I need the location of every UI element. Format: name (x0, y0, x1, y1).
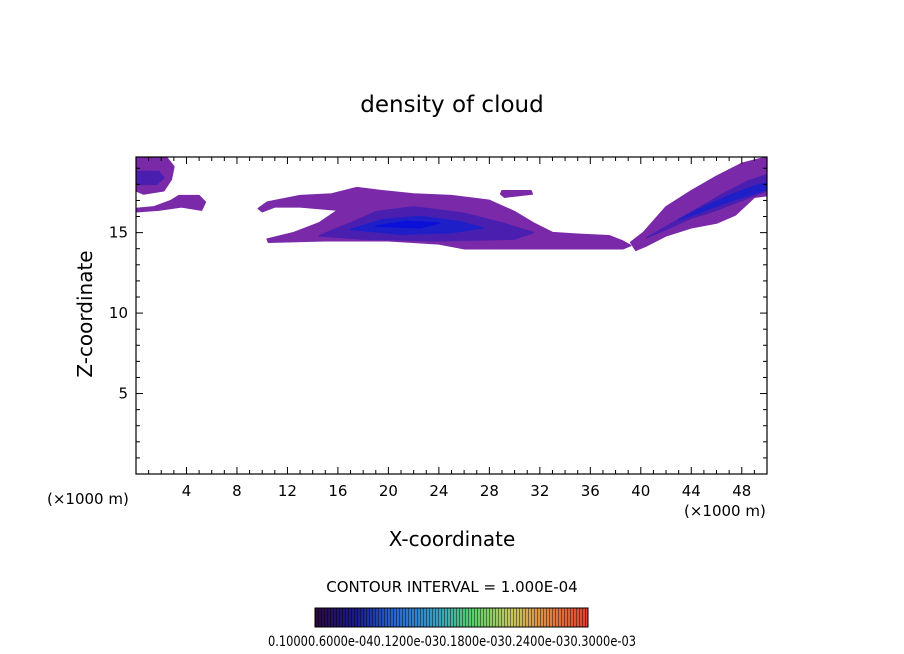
x-unit-left: (×1000 m) (47, 490, 129, 508)
x-tick-label: 48 (732, 482, 751, 500)
chart-title: density of cloud (360, 92, 543, 118)
colorbar-labels: 0.10000.6000e-040.1200e-030.1800e-030.24… (268, 634, 636, 650)
x-axis-label: X-coordinate (389, 527, 516, 551)
x-tick-label: 4 (182, 482, 192, 500)
x-tick-label: 28 (480, 482, 499, 500)
cloud-blob-small (499, 190, 534, 198)
y-tick-label: 5 (118, 385, 128, 403)
x-tick-label: 8 (232, 482, 242, 500)
cloud-anvil-core-dark (375, 220, 440, 229)
x-tick-label: 12 (278, 482, 297, 500)
y-tick-label: 10 (109, 304, 128, 322)
x-tick-label: 24 (429, 482, 448, 500)
x-tick-label: 40 (631, 482, 650, 500)
x-tick-label: 16 (328, 482, 347, 500)
x-tick-label: 20 (379, 482, 398, 500)
cloud-cell-top-left-core (136, 170, 165, 186)
y-axis-label: Z-coordinate (73, 250, 97, 377)
y-axis: 5 10 15 (109, 167, 767, 459)
colorbar (314, 607, 589, 628)
cloud-tail-left (136, 194, 207, 213)
cloud-right-core (677, 181, 767, 221)
x-tick-label: 36 (581, 482, 600, 500)
x-tick-label: 32 (530, 482, 549, 500)
x-axis: 4 8 12 16 20 24 28 32 36 40 44 48 (148, 157, 755, 500)
cloud-field (136, 157, 767, 252)
x-tick-label: 44 (682, 482, 701, 500)
y-tick-label: 15 (109, 224, 128, 242)
x-unit-right: (×1000 m) (684, 502, 766, 520)
contour-interval: CONTOUR INTERVAL = 1.000E-04 (326, 578, 577, 596)
